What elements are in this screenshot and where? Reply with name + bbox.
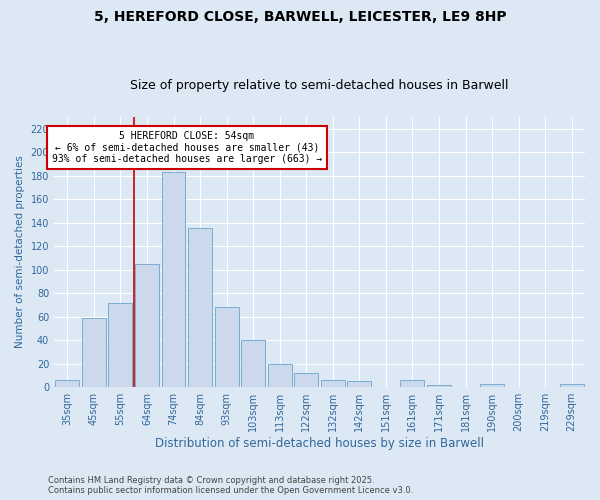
Bar: [427, 385, 451, 387]
Bar: [295, 373, 318, 387]
Bar: [215, 308, 239, 387]
Bar: [161, 172, 185, 387]
Title: Size of property relative to semi-detached houses in Barwell: Size of property relative to semi-detach…: [130, 79, 509, 92]
X-axis label: Distribution of semi-detached houses by size in Barwell: Distribution of semi-detached houses by …: [155, 437, 484, 450]
Bar: [347, 382, 371, 387]
Bar: [268, 364, 292, 387]
Bar: [55, 380, 79, 387]
Bar: [480, 384, 504, 387]
Bar: [135, 264, 159, 387]
Bar: [82, 318, 106, 387]
Bar: [321, 380, 345, 387]
Text: 5 HEREFORD CLOSE: 54sqm
← 6% of semi-detached houses are smaller (43)
93% of sem: 5 HEREFORD CLOSE: 54sqm ← 6% of semi-det…: [52, 131, 322, 164]
Bar: [560, 384, 584, 387]
Text: 5, HEREFORD CLOSE, BARWELL, LEICESTER, LE9 8HP: 5, HEREFORD CLOSE, BARWELL, LEICESTER, L…: [94, 10, 506, 24]
Bar: [400, 380, 424, 387]
Bar: [241, 340, 265, 387]
Y-axis label: Number of semi-detached properties: Number of semi-detached properties: [15, 156, 25, 348]
Text: Contains HM Land Registry data © Crown copyright and database right 2025.
Contai: Contains HM Land Registry data © Crown c…: [48, 476, 413, 495]
Bar: [109, 302, 133, 387]
Bar: [188, 228, 212, 387]
